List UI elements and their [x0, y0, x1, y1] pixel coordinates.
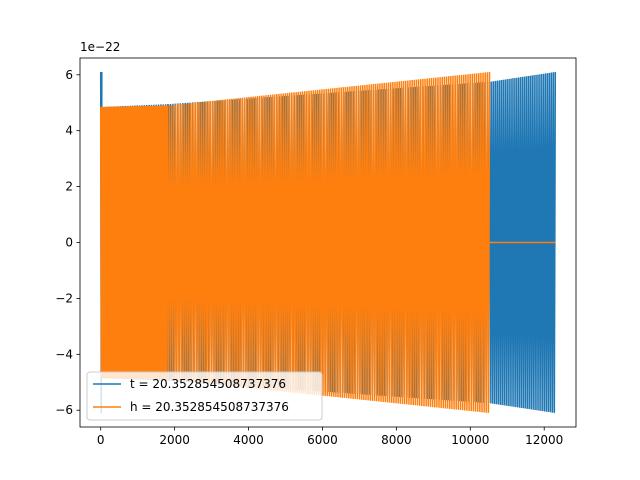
y-tick-label: 4 [65, 124, 73, 138]
x-tick-label: 2000 [159, 433, 190, 447]
y-tick-label: −6 [55, 403, 73, 417]
y-tick-label: 2 [65, 180, 73, 194]
x-tick-label: 6000 [307, 433, 338, 447]
y-tick-label: 0 [65, 236, 73, 250]
series-h-segment-1 [101, 105, 168, 380]
legend-box [86, 371, 323, 421]
legend-label-t: t = 20.352854508737376 [130, 377, 286, 391]
x-tick-label: 0 [97, 433, 105, 447]
x-axis: 0 2000 4000 6000 8000 10000 12000 [97, 427, 563, 447]
y-tick-label: 6 [65, 68, 73, 82]
y-axis-scale-label: 1e−22 [80, 40, 120, 54]
legend: t = 20.352854508737376 h = 20.3528545087… [86, 371, 323, 421]
legend-label-h: h = 20.352854508737376 [130, 400, 289, 414]
y-axis: −6 −4 −2 0 2 4 6 [55, 68, 80, 417]
y-tick-label: −2 [55, 291, 73, 305]
series-h [99, 71, 556, 413]
series-h-segment-2 [166, 71, 491, 413]
series-layer [99, 71, 557, 414]
series-t-segment-3 [489, 71, 557, 413]
y-tick-label: −4 [55, 347, 73, 361]
x-tick-label: 8000 [381, 433, 412, 447]
x-tick-label: 12000 [525, 433, 563, 447]
x-tick-label: 10000 [451, 433, 489, 447]
x-tick-label: 4000 [233, 433, 264, 447]
